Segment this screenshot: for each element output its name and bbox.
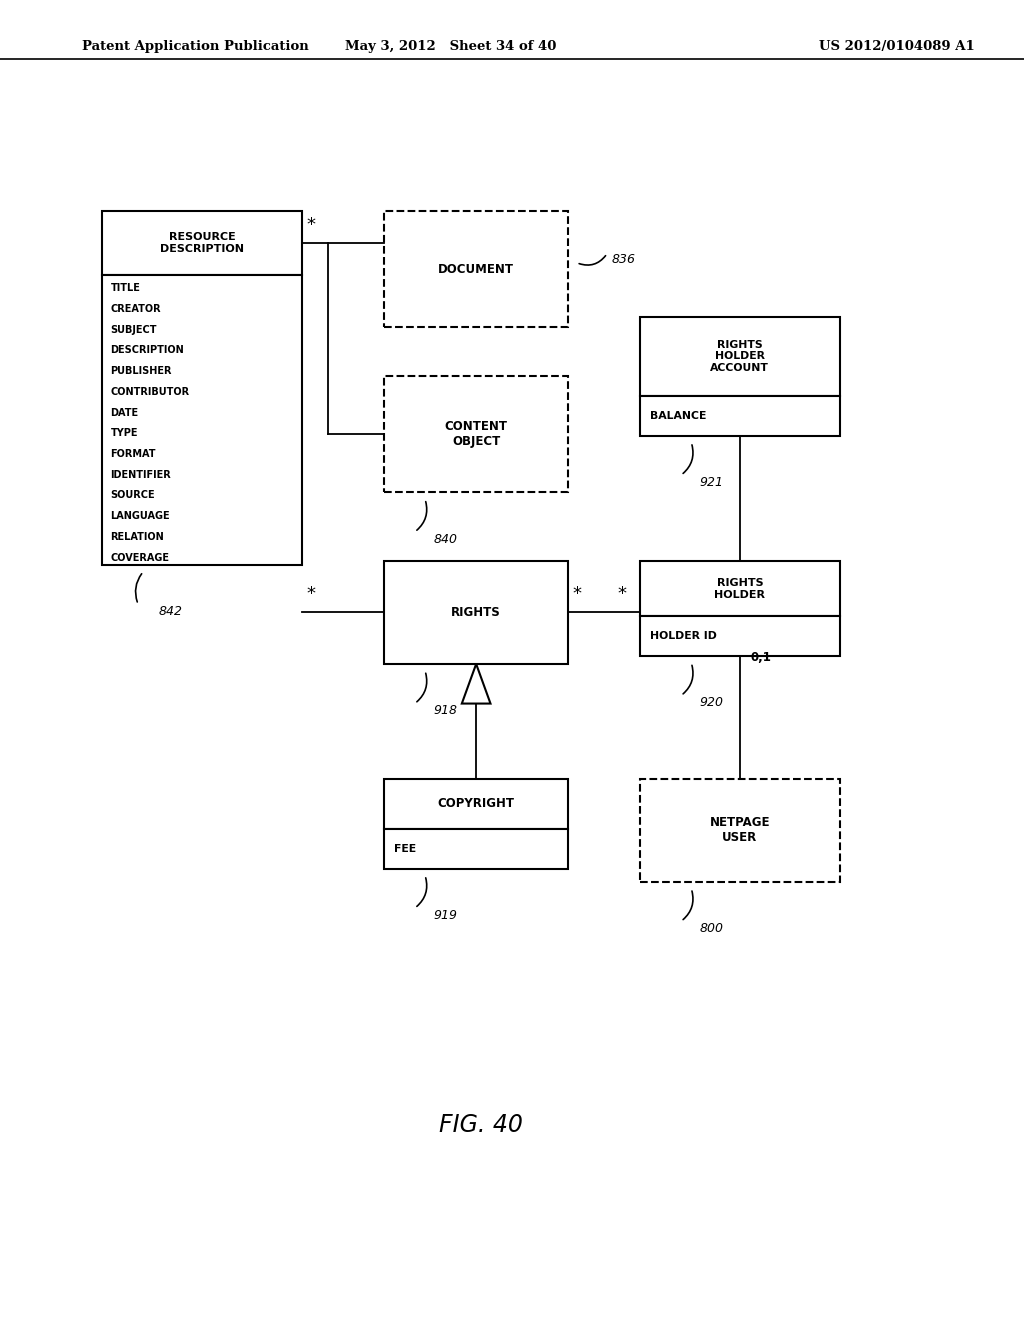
Bar [384,211,568,327]
Text: CREATOR: CREATOR [111,304,161,314]
Text: COPYRIGHT: COPYRIGHT [437,797,515,810]
Text: TITLE: TITLE [111,282,140,293]
Text: May 3, 2012   Sheet 34 of 40: May 3, 2012 Sheet 34 of 40 [345,40,556,53]
Text: LANGUAGE: LANGUAGE [111,511,170,521]
Text: SUBJECT: SUBJECT [111,325,157,334]
Text: Patent Application Publication: Patent Application Publication [82,40,308,53]
Text: RIGHTS: RIGHTS [452,606,501,619]
Text: FORMAT: FORMAT [111,449,156,459]
Text: RESOURCE
DESCRIPTION: RESOURCE DESCRIPTION [160,232,245,253]
Text: 0,1: 0,1 [750,651,771,664]
Text: RIGHTS
HOLDER: RIGHTS HOLDER [715,578,765,599]
Text: US 2012/0104089 A1: US 2012/0104089 A1 [819,40,975,53]
Text: 919: 919 [433,908,457,921]
Text: *: * [306,585,315,603]
Text: COVERAGE: COVERAGE [111,553,170,562]
Text: 920: 920 [699,696,723,709]
Text: 918: 918 [433,704,457,717]
Bar [384,561,568,664]
Bar [384,779,568,829]
Text: RELATION: RELATION [111,532,164,543]
Bar [384,829,568,869]
Text: BALANCE: BALANCE [650,411,707,421]
Text: 921: 921 [699,475,723,488]
Bar [384,376,568,492]
Bar [640,396,840,436]
Text: HOLDER ID: HOLDER ID [650,631,717,642]
Bar [640,779,840,882]
Text: RIGHTS
HOLDER
ACCOUNT: RIGHTS HOLDER ACCOUNT [711,339,769,374]
Text: FEE: FEE [394,843,417,854]
Text: *: * [617,585,627,603]
Text: 800: 800 [699,921,723,935]
Text: DATE: DATE [111,408,138,417]
Text: NETPAGE
USER: NETPAGE USER [710,816,770,845]
Text: 842: 842 [159,605,182,618]
Bar [640,317,840,396]
Text: FIG. 40: FIG. 40 [439,1113,523,1137]
Text: 836: 836 [611,252,635,265]
Text: PUBLISHER: PUBLISHER [111,366,172,376]
Text: DOCUMENT: DOCUMENT [438,263,514,276]
Text: CONTRIBUTOR: CONTRIBUTOR [111,387,189,397]
Text: 840: 840 [433,532,457,545]
Bar [640,561,840,616]
Bar [640,616,840,656]
Text: IDENTIFIER: IDENTIFIER [111,470,171,479]
Text: *: * [572,585,582,603]
Text: TYPE: TYPE [111,428,138,438]
Text: *: * [306,215,315,234]
Text: DESCRIPTION: DESCRIPTION [111,346,184,355]
Bar [102,211,302,275]
Bar [102,275,302,565]
Text: SOURCE: SOURCE [111,491,156,500]
Text: CONTENT
OBJECT: CONTENT OBJECT [444,420,508,449]
